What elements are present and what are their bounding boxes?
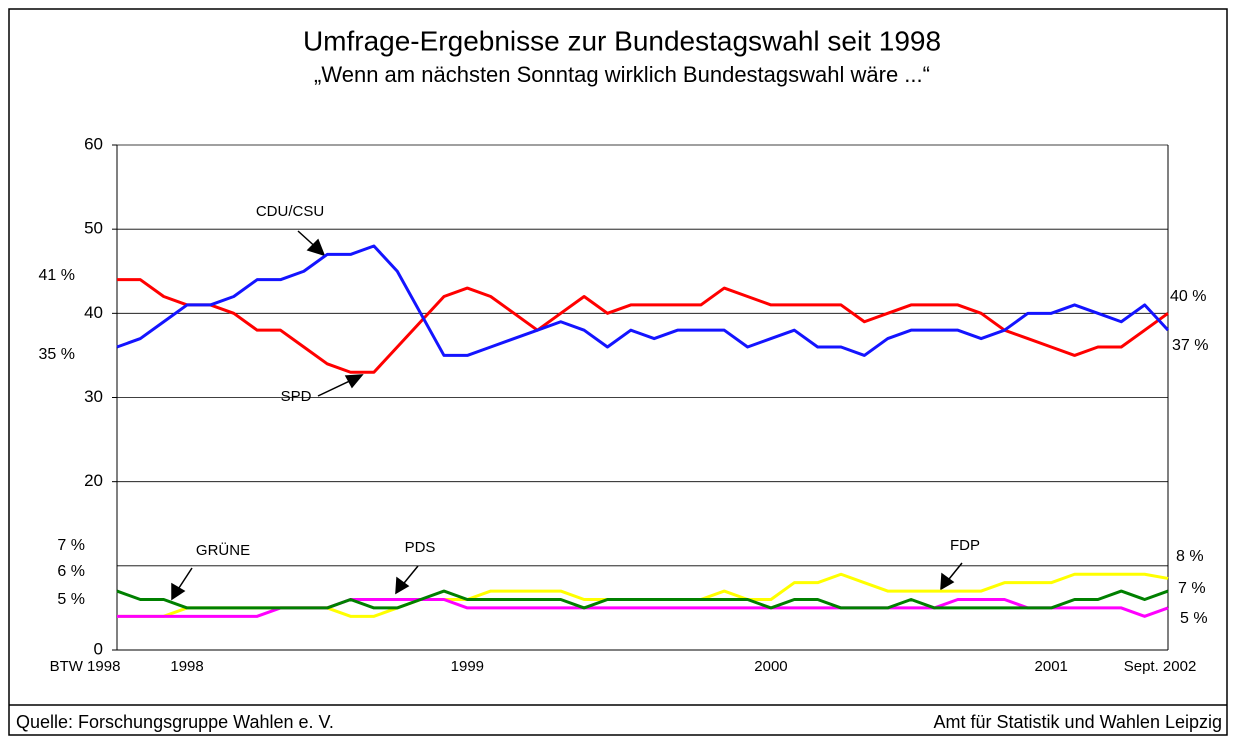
x-tick-label: BTW 1998	[50, 658, 121, 675]
series-label: GRÜNE	[196, 541, 250, 559]
frame	[8, 8, 1228, 736]
x-tick-label: 1999	[451, 658, 484, 675]
annotation: 7 %	[1178, 580, 1206, 597]
publisher: Amt für Statistik und Wahlen Leipzig	[934, 712, 1222, 732]
y-tick-label: 40	[84, 303, 103, 322]
source: Quelle: Forschungsgruppe Wahlen e. V.	[16, 712, 334, 732]
annotation: 5 %	[1180, 610, 1208, 627]
chart-title: Umfrage-Ergebnisse zur Bundestagswahl se…	[303, 25, 941, 56]
annotation: 5 %	[57, 591, 85, 608]
series-line	[116, 244, 1170, 357]
annotation: 37 %	[1172, 337, 1208, 354]
y-tick-label: 20	[84, 471, 103, 490]
arrows	[171, 230, 963, 601]
chart-subtitle: „Wenn am nächsten Sonntag wirklich Bunde…	[314, 62, 930, 87]
series-line	[117, 278, 1169, 374]
annotation: 7 %	[57, 537, 85, 554]
x-tick-label: 2000	[754, 658, 787, 675]
annotation: 41 %	[39, 267, 75, 284]
x-tick-label: 2001	[1035, 658, 1068, 675]
y-tick-label: 50	[84, 219, 103, 238]
x-tick-label: 1998	[170, 658, 203, 675]
annotation: 6 %	[57, 563, 85, 580]
y-tick-label: 30	[84, 387, 103, 406]
y-tick-label: 0	[94, 639, 103, 658]
series-label: CDU/CSU	[256, 203, 324, 220]
x-tick-label: Sept. 2002	[1124, 658, 1197, 675]
series-label: FDP	[950, 537, 980, 554]
annotation: 40 %	[1170, 288, 1206, 305]
annotation: 8 %	[1176, 548, 1204, 565]
series-label: SPD	[281, 388, 312, 405]
y-tick-label: 60	[84, 134, 103, 153]
series-label: PDS	[405, 539, 436, 556]
series-line	[116, 589, 1169, 610]
annotation: 35 %	[39, 346, 75, 363]
